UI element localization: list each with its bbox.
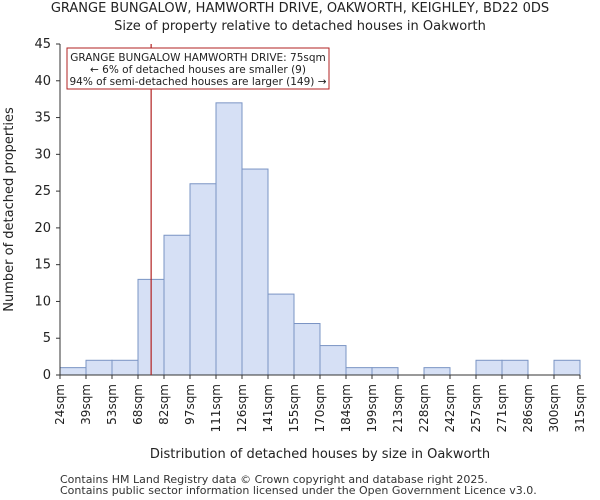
bar: [345, 367, 373, 376]
bar: [371, 367, 399, 376]
x-tick-label: 97sqm: [183, 384, 197, 425]
annotation-line: ← 6% of detached houses are smaller (9): [90, 64, 306, 76]
bar: [501, 359, 529, 376]
y-tick-label: 35: [34, 111, 51, 126]
x-tick-label: 300sqm: [547, 384, 561, 432]
bar: [215, 102, 243, 376]
x-tick-label: 286sqm: [521, 384, 535, 432]
x-tick-label: 271sqm: [495, 384, 509, 432]
x-tick-label: 155sqm: [287, 384, 301, 432]
y-tick-label: 15: [34, 258, 51, 273]
bar: [423, 367, 451, 376]
y-tick-label: 40: [34, 74, 51, 89]
y-tick-label: 25: [34, 184, 51, 199]
chart-title: GRANGE BUNGALOW, HAMWORTH DRIVE, OAKWORT…: [50, 1, 550, 16]
bar: [293, 323, 321, 376]
x-tick-label: 126sqm: [235, 384, 249, 432]
x-tick-label: 315sqm: [573, 384, 587, 432]
x-axis-label: Distribution of detached houses by size …: [150, 447, 490, 462]
x-tick-label: 53sqm: [105, 384, 119, 425]
bar: [59, 367, 87, 376]
annotation-line: GRANGE BUNGALOW HAMWORTH DRIVE: 75sqm: [70, 52, 326, 64]
y-axis-label: Number of detached properties: [2, 107, 17, 312]
y-tick-label: 10: [34, 294, 51, 309]
bar: [163, 234, 191, 376]
bar: [553, 359, 581, 376]
x-tick-label: 24sqm: [53, 384, 67, 425]
bar: [189, 183, 217, 376]
annotation-line: 94% of semi-detached houses are larger (…: [70, 76, 327, 88]
annotation-box: [66, 47, 330, 90]
x-tick-label: 82sqm: [157, 384, 171, 425]
x-tick-label: 111sqm: [209, 384, 223, 432]
x-tick-label: 141sqm: [261, 384, 275, 432]
bar: [267, 293, 295, 376]
y-tick-label: 0: [43, 368, 51, 383]
x-tick-label: 199sqm: [365, 384, 379, 432]
x-tick-label: 170sqm: [313, 384, 327, 432]
bar: [241, 168, 269, 376]
x-tick-label: 184sqm: [339, 384, 353, 432]
y-tick-label: 5: [43, 331, 51, 346]
x-tick-label: 213sqm: [391, 384, 405, 432]
x-tick-label: 39sqm: [79, 384, 93, 425]
y-tick-label: 30: [34, 147, 51, 162]
bar: [319, 345, 347, 376]
footer-copyright: Contains HM Land Registry data © Crown c…: [60, 473, 488, 486]
bar: [85, 359, 113, 376]
chart-subtitle: Size of property relative to detached ho…: [114, 19, 486, 34]
x-tick-label: 68sqm: [131, 384, 145, 425]
footer-licence: Contains public sector information licen…: [60, 484, 537, 497]
y-tick-label: 20: [34, 221, 51, 236]
bar: [111, 359, 139, 376]
y-tick-label: 45: [34, 37, 51, 52]
x-tick-label: 228sqm: [417, 384, 431, 432]
x-tick-label: 242sqm: [443, 384, 457, 432]
x-tick-label: 257sqm: [469, 384, 483, 432]
bar: [475, 359, 503, 376]
